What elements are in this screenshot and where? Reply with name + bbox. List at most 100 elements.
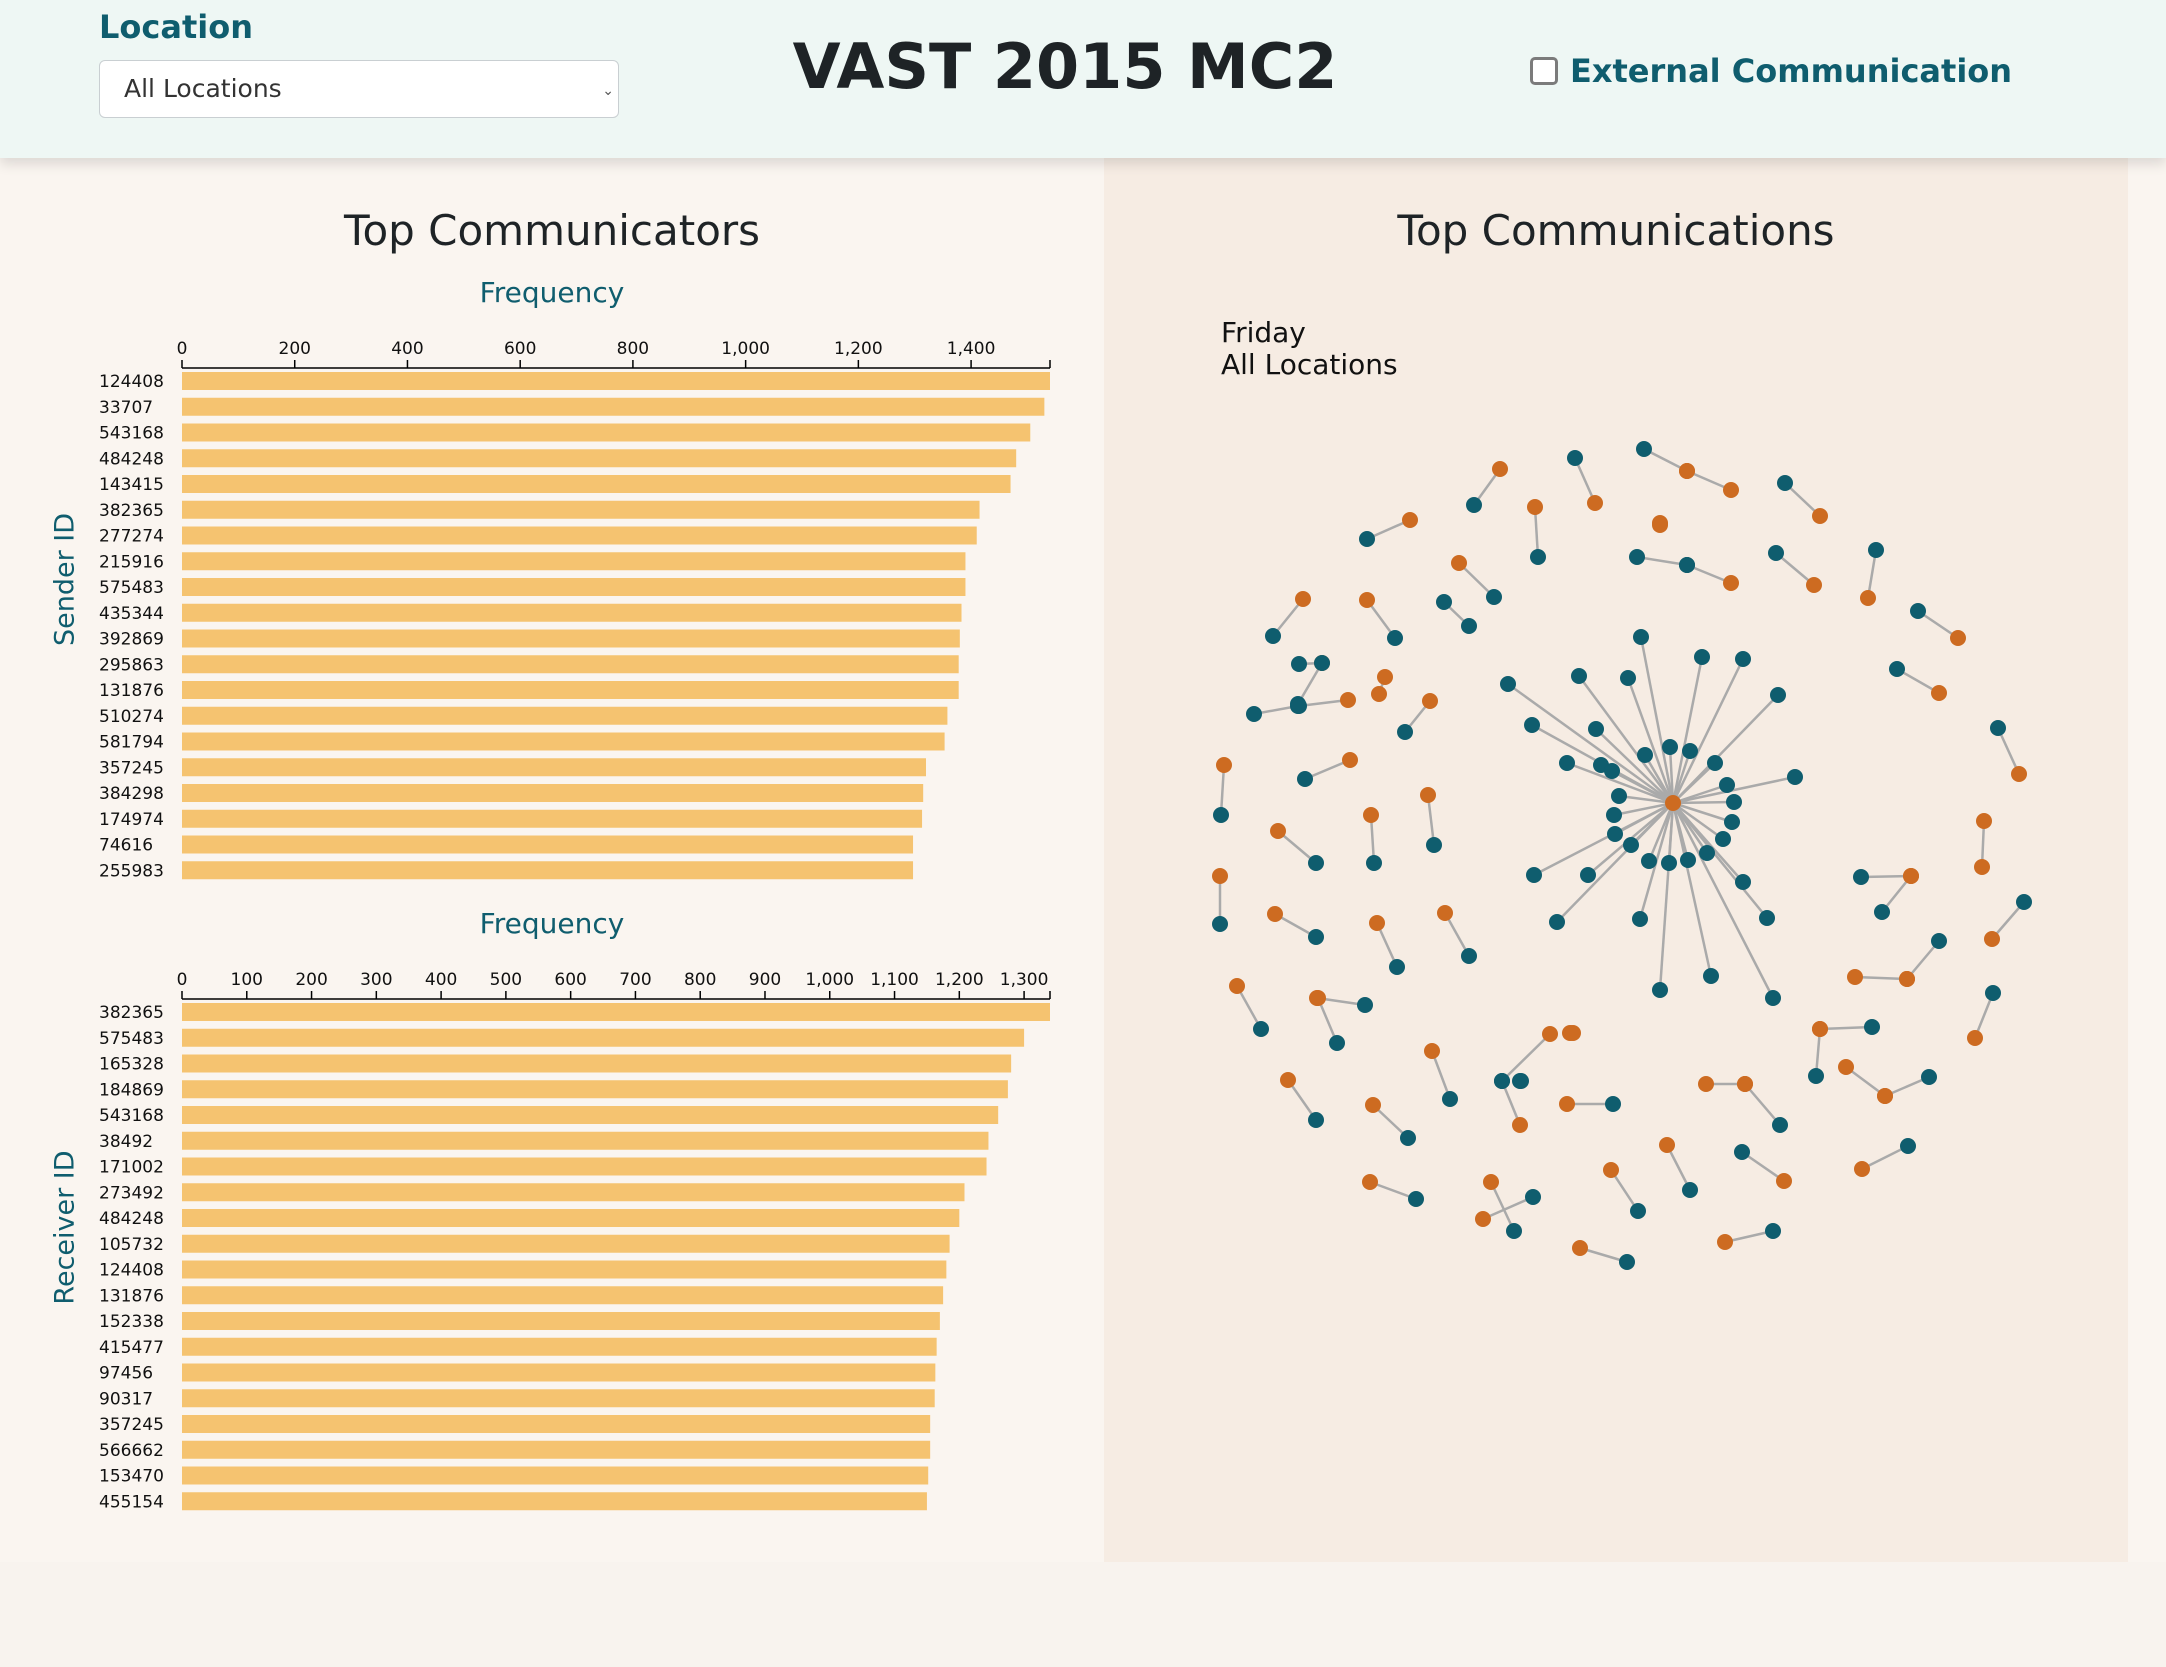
sender-bar [182,423,1031,442]
network-node [1512,1117,1528,1133]
network-node [1466,497,1482,513]
location-label: Location [99,8,253,46]
sender-bar [182,655,959,674]
network-node [1212,916,1228,932]
network-link [1819,1025,1873,1031]
sender-category-label: 392869 [99,630,164,650]
network-node [1389,959,1405,975]
network-node [1860,590,1876,606]
network-node [1295,591,1311,607]
network-node [1310,990,1326,1006]
receiver-bar [182,1492,927,1511]
network-node [1974,859,1990,875]
network-node [1461,618,1477,634]
top-communicators-title: Top Communicators [343,206,761,255]
network-node [1717,1234,1733,1250]
receiver-tick-label: 800 [684,970,716,990]
receiver-tick-label: 100 [231,970,263,990]
network-link [1372,1104,1409,1139]
network-node [1213,807,1229,823]
network-link [1896,667,1940,695]
network-node [1357,997,1373,1013]
sender-bar [182,552,966,571]
network-link [1906,940,1940,980]
network-link [1298,698,1349,708]
receiver-category-label: 124408 [99,1261,164,1281]
network-node [1659,1137,1675,1153]
network-node [1715,831,1731,847]
sender-category-label: 74616 [99,836,153,856]
network-link [1658,802,1675,991]
sender-bar [182,397,1045,416]
network-node [1641,853,1657,869]
network-link [1845,1065,1886,1098]
network-link [1533,801,1674,877]
network-node [1910,603,1926,619]
network-link [1744,1083,1781,1126]
network-node [1864,1019,1880,1035]
top-communications-title: Top Communications [1397,206,1835,255]
receiver-category-label: 382365 [99,1003,164,1023]
sender-tick-label: 1,200 [834,339,883,359]
sender-bar [182,758,926,777]
network-node [1694,649,1710,665]
receiver-tick-label: 1,100 [870,970,919,990]
network-node [1806,577,1822,593]
network-link [1861,1144,1909,1171]
receiver-bar [182,1234,950,1253]
sender-bar [182,629,960,648]
sender-category-label: 143415 [99,475,164,495]
network-node [1291,698,1307,714]
location-info-label: All Locations [1221,348,1398,381]
network-node [1267,906,1283,922]
network-link [1672,801,1724,841]
network-link [1482,1195,1534,1221]
network-node [1877,1088,1893,1104]
network-link [1741,1150,1785,1183]
network-link [1724,1229,1774,1244]
network-node [1565,1025,1581,1041]
network-node [1629,549,1645,565]
sender-category-label: 277274 [99,527,164,547]
receiver-category-label: 575483 [99,1029,164,1049]
receiver-category-label: 97456 [99,1364,153,1384]
external-communication-checkbox[interactable] [1530,57,1558,85]
network-node [1366,855,1382,871]
network-node [1229,978,1245,994]
network-link [1286,1079,1318,1121]
network-link [1611,769,1674,805]
network-node [1853,869,1869,885]
external-communication-label[interactable]: External Communication [1570,52,2013,90]
network-node [1340,692,1356,708]
network-node [1931,933,1947,949]
network-node [1216,757,1232,773]
receiver-bar [182,1260,947,1279]
network-node [1604,763,1620,779]
location-select[interactable]: All Locations ⌄ [99,60,619,118]
receiver-category-label: 153470 [99,1467,164,1487]
network-node [1759,910,1775,926]
sender-tick-label: 400 [391,339,423,359]
sender-bar [182,706,948,725]
receiver-tick-label: 300 [360,970,392,990]
network-node [1847,969,1863,985]
network-link [1430,1050,1452,1100]
sender-bar [182,475,1011,493]
network-link [1235,985,1263,1030]
network-node [1329,1035,1345,1051]
receiver-bar [182,1028,1025,1047]
sender-bar [182,526,977,545]
receiver-category-label: 38492 [99,1132,153,1152]
receiver-tick-label: 600 [554,970,586,990]
network-link [1577,675,1675,804]
network-node [1661,855,1677,871]
network-node [1723,482,1739,498]
sender-tick-label: 1,000 [721,339,770,359]
network-node [1280,1072,1296,1088]
receiver-bar [182,1363,936,1382]
network-node [1611,788,1627,804]
receiver-tick-label: 700 [619,970,651,990]
network-node [1679,557,1695,573]
network-node [1506,1223,1522,1239]
